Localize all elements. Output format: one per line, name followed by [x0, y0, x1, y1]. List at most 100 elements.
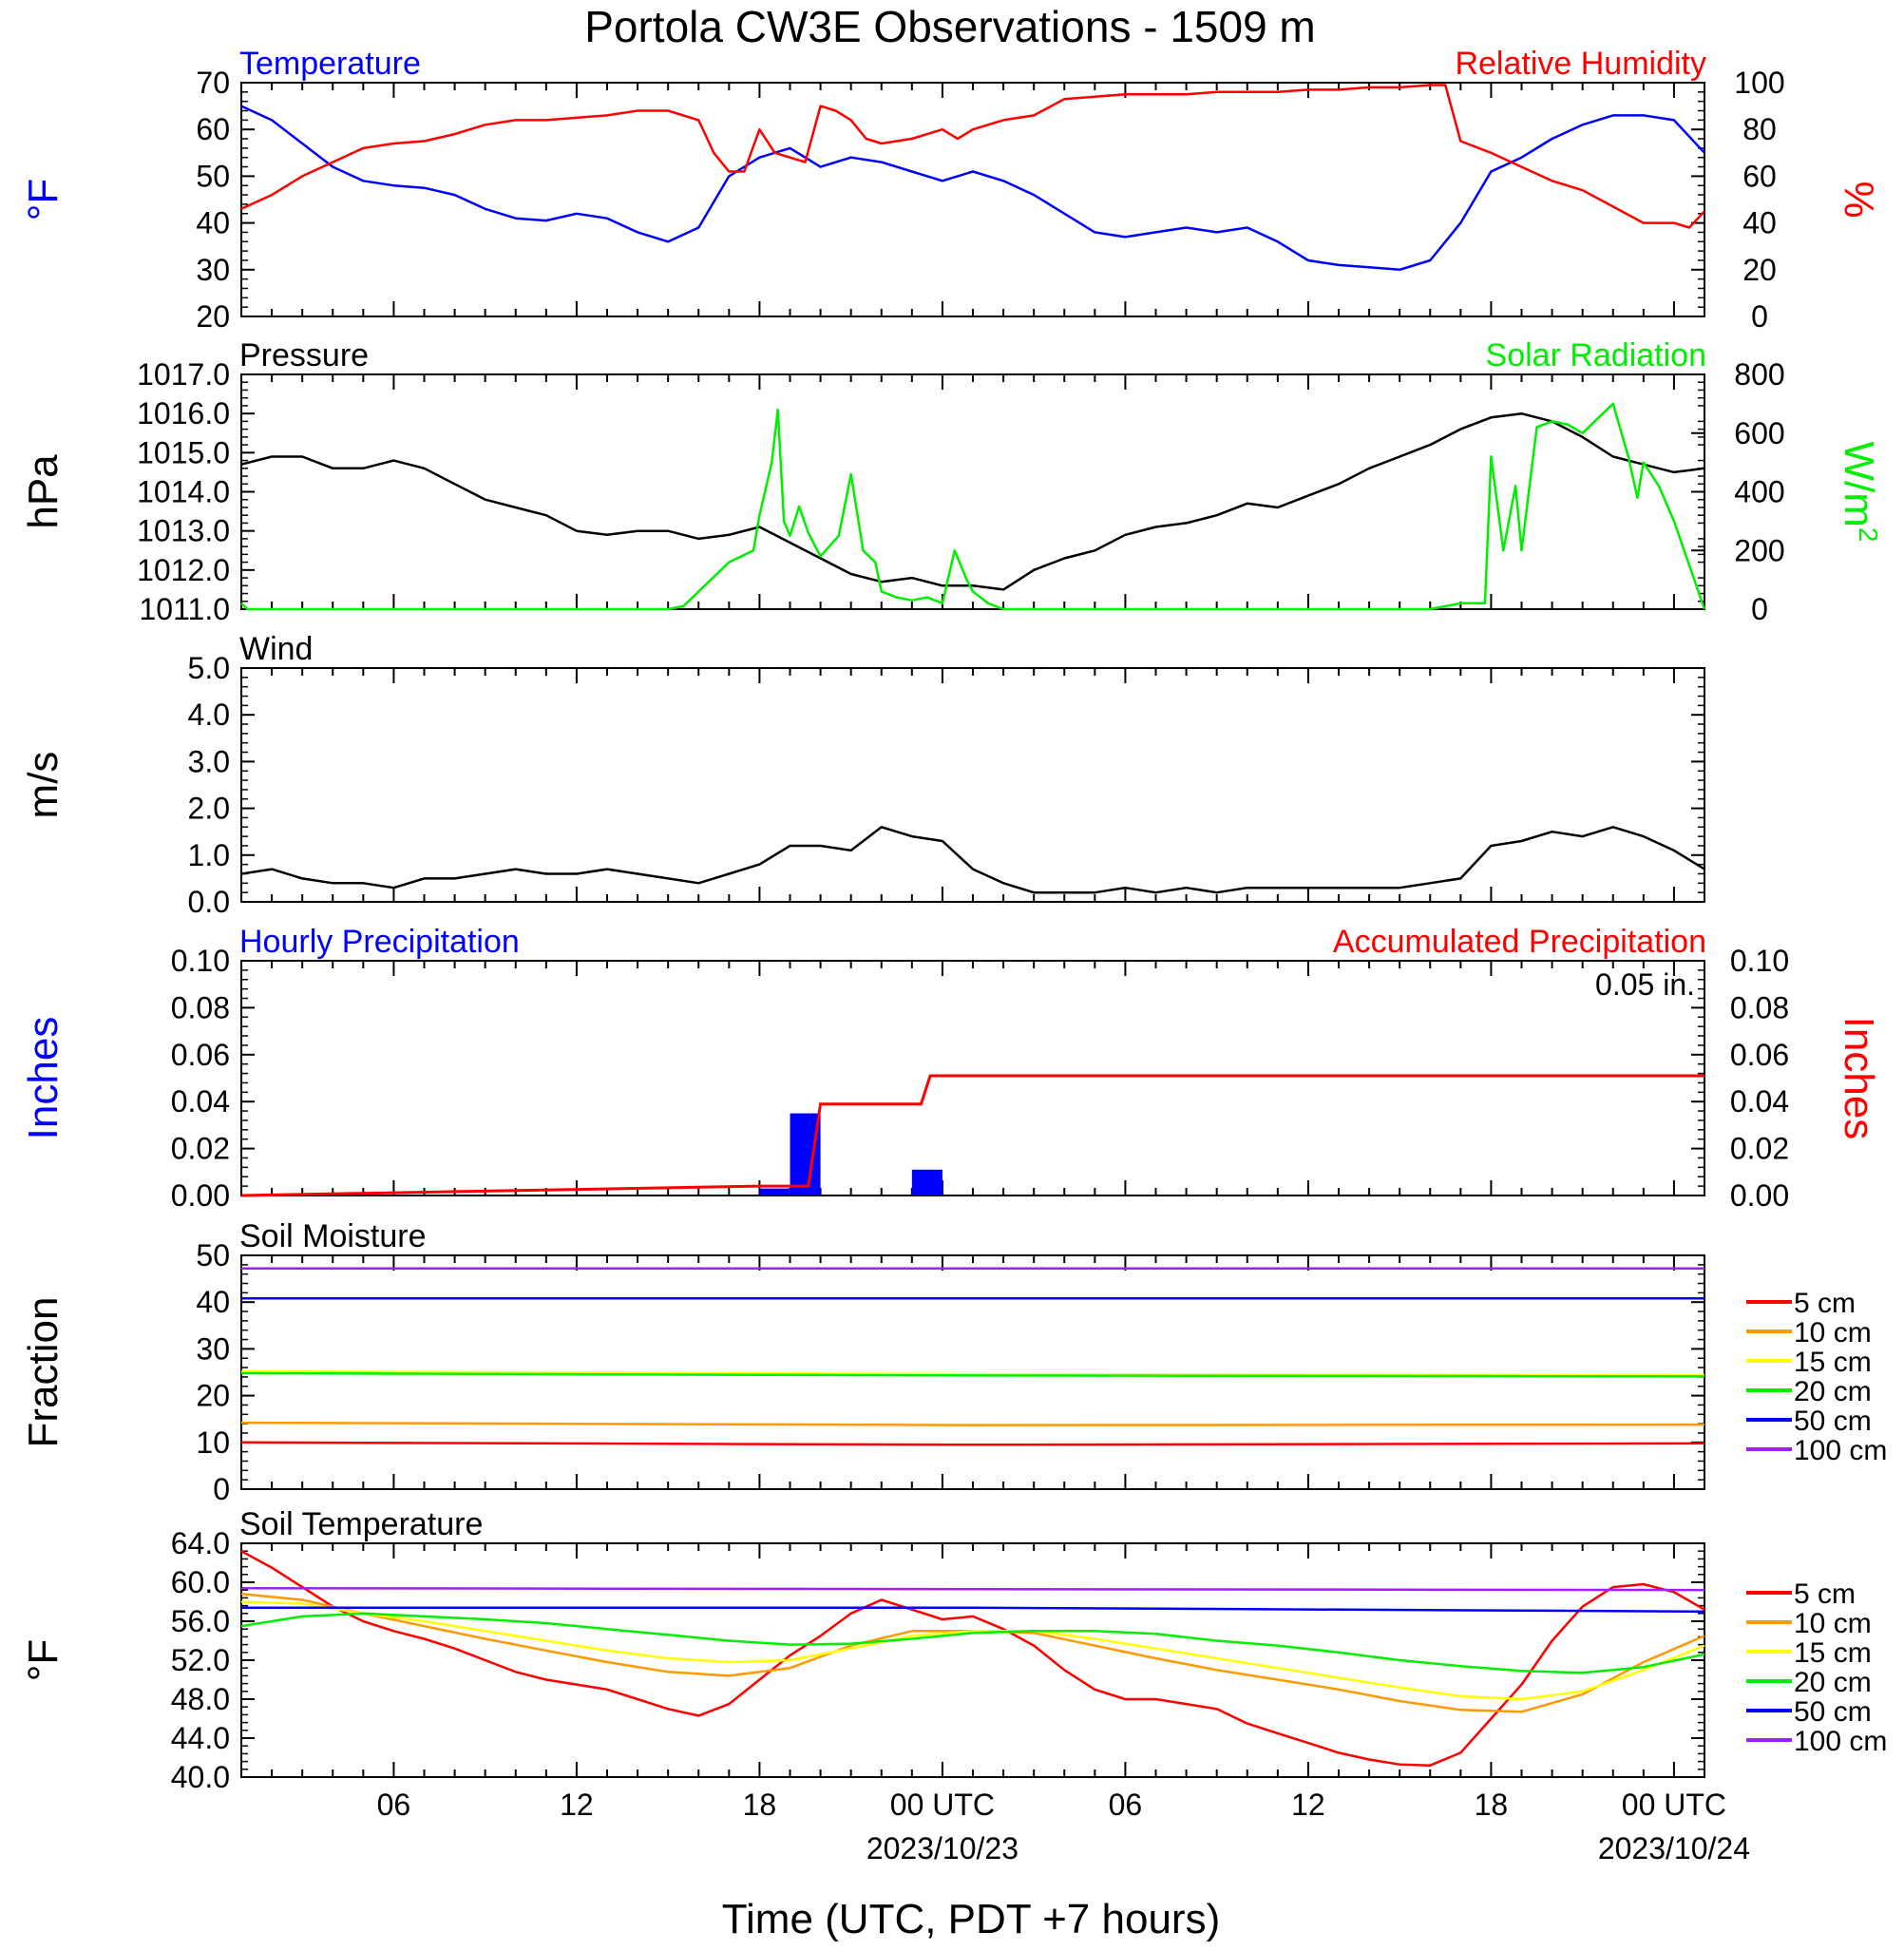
y-tick-label-left: 2.0: [188, 792, 230, 826]
y-tick-label-right: 60: [1742, 159, 1777, 193]
y-axis-label-base: W/m: [1836, 442, 1882, 527]
legend-label: 20 cm: [1794, 1376, 1872, 1407]
y-axis-label-left: Fraction: [20, 1297, 67, 1448]
legend-label: 20 cm: [1794, 1667, 1872, 1698]
panel-title-left: Soil Moisture: [239, 1218, 427, 1254]
y-tick-label-left: 0.02: [171, 1132, 230, 1166]
y-tick-label-left: 4.0: [188, 698, 230, 732]
y-tick-label-left: 48.0: [171, 1682, 230, 1716]
series-line-soil_temp-0: [240, 1550, 1705, 1767]
y-axis-label-left: m/s: [20, 752, 67, 819]
y-tick-label-left: 0.10: [171, 944, 230, 978]
legend-label: 10 cm: [1794, 1317, 1872, 1348]
y-tick-label-left: 44.0: [171, 1721, 230, 1755]
legend-label: 15 cm: [1794, 1347, 1872, 1378]
legend-label: 5 cm: [1794, 1578, 1856, 1610]
series-line-temp_rh-1: [240, 84, 1705, 229]
series-line-wind-0: [240, 826, 1705, 894]
y-tick-label-right: 20: [1742, 253, 1777, 287]
y-tick-label-left: 1014.0: [137, 475, 230, 509]
x-date-label: 2023/10/24: [1598, 1831, 1750, 1865]
y-tick-label-right: 800: [1734, 357, 1784, 392]
legend-label: 100 cm: [1794, 1726, 1887, 1757]
y-tick-label-left: 1011.0: [140, 592, 231, 626]
series-line-soil_temp-1: [240, 1593, 1705, 1713]
y-tick-label-left: 1016.0: [137, 396, 230, 430]
y-tick-label-right: 0: [1751, 592, 1768, 626]
y-tick-label-left: 0.08: [171, 990, 230, 1024]
panel-frame: [240, 960, 1705, 1196]
series-line-pressure_solar-1: [240, 402, 1706, 611]
x-tick-label: 00 UTC: [1622, 1788, 1726, 1822]
y-tick-label-left: 0.0: [188, 885, 230, 919]
x-tick-label: 18: [1475, 1788, 1509, 1822]
y-tick-label-right: 600: [1734, 416, 1784, 450]
y-tick-label-left: 64.0: [171, 1526, 230, 1560]
y-tick-label-left: 5.0: [188, 651, 230, 685]
y-axis-label-right: %: [1836, 181, 1882, 218]
y-tick-label-right: 0: [1751, 299, 1768, 334]
y-tick-label-left: 52.0: [171, 1643, 230, 1677]
panel-title-left: Temperature: [239, 46, 421, 82]
y-tick-label-left: 20: [196, 1379, 230, 1413]
panel-frame: [240, 1542, 1705, 1778]
legend-label: 10 cm: [1794, 1608, 1872, 1639]
y-tick-label-left: 0.00: [171, 1178, 230, 1213]
series-line-soil_temp-3: [240, 1612, 1705, 1674]
y-tick-label-left: 40.0: [171, 1760, 230, 1794]
precip-bar: [911, 1169, 942, 1195]
y-tick-label-right: 0.02: [1730, 1132, 1789, 1166]
y-tick-label-left: 40: [196, 1285, 230, 1319]
y-tick-label-left: 30: [196, 253, 230, 287]
y-tick-label-left: 1012.0: [137, 553, 230, 587]
y-tick-label-left: 50: [196, 159, 230, 193]
series-line-soil_temp-5: [240, 1586, 1705, 1592]
x-tick-label: 12: [560, 1788, 594, 1822]
panel-frame: [240, 82, 1705, 317]
panel-temp_rh: 70 60 50 40 30 20 100 80 60 40 20 0 Temperature Relat…: [20, 46, 1882, 334]
y-tick-label-right: 100: [1734, 66, 1784, 100]
panel-title-right: Relative Humidity: [1455, 46, 1706, 82]
series-line-soil_moisture-1: [240, 1421, 1705, 1426]
series-line-soil_moisture-2: [240, 1369, 1705, 1377]
y-tick-label-right: 0.10: [1730, 944, 1789, 978]
y-tick-label-right: 0.04: [1730, 1084, 1789, 1119]
y-tick-label-right: 40: [1742, 206, 1777, 240]
panel-precip: 0.10 0.08 0.06 0.04 0.02 0.00 0.10 0.08 0.06 0.04…: [20, 924, 1882, 1213]
y-tick-label-right: 0.08: [1730, 990, 1789, 1024]
y-tick-label-left: 0.06: [171, 1038, 230, 1072]
y-axis-label-left: hPa: [20, 454, 67, 529]
panel-frame: [240, 667, 1705, 903]
panel-title-right: Accumulated Precipitation: [1333, 924, 1706, 960]
y-tick-label-right: 80: [1742, 112, 1777, 146]
x-date-label: 2023/10/23: [866, 1831, 1019, 1865]
x-tick-label: 00 UTC: [890, 1788, 995, 1822]
y-tick-label-left: 30: [196, 1331, 230, 1366]
panel-soil_moisture: 50 40 30 20 10 0 Soil Moisture Fraction: [20, 1218, 1705, 1506]
y-tick-label-left: 56.0: [171, 1604, 230, 1638]
legend-label: 100 cm: [1794, 1435, 1887, 1466]
legend-label: 50 cm: [1794, 1406, 1872, 1437]
y-axis-label-right: Inches: [1836, 1017, 1882, 1140]
panel-pressure_solar: 1017.0 1016.0 1015.0 1014.0 1013.0 1012.0 1011…: [20, 337, 1884, 626]
y-tick-label-left: 70: [196, 66, 230, 100]
y-tick-label-right: 0.06: [1730, 1038, 1789, 1072]
panel-frame: [240, 373, 1705, 610]
y-axis-label-left: Inches: [20, 1017, 67, 1140]
legend-label: 50 cm: [1794, 1696, 1872, 1728]
precip-total-annotation: 0.05 in.: [1595, 967, 1695, 1002]
chart-title: Portola CW3E Observations - 1509 m: [584, 2, 1316, 51]
precip-bar: [790, 1113, 821, 1195]
y-tick-label-left: 1013.0: [137, 514, 230, 548]
panel-title-right: Solar Radiation: [1486, 337, 1706, 373]
series-line-pressure_solar-0: [240, 411, 1705, 591]
panel-title-left: Soil Temperature: [239, 1506, 483, 1542]
y-tick-label-right: 0.00: [1730, 1178, 1789, 1213]
y-tick-label-right: 400: [1734, 475, 1784, 509]
series-line-soil_temp-4: [241, 1606, 1705, 1614]
y-axis-label-left: °F: [20, 1639, 67, 1681]
x-tick-label: 06: [377, 1788, 411, 1822]
precip-bar: [759, 1188, 790, 1195]
